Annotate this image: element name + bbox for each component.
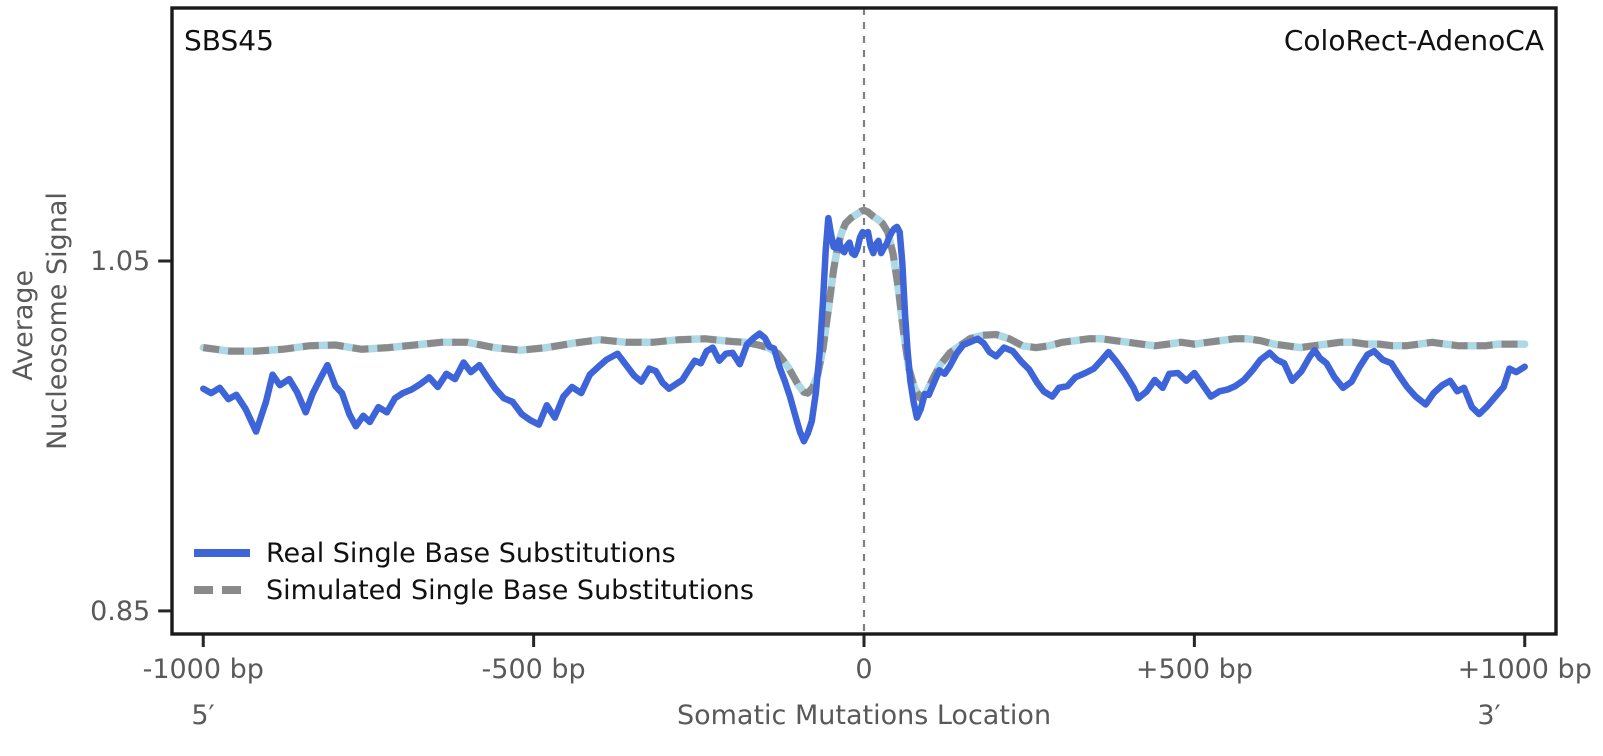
x-tick-label: +500 bp <box>1136 654 1253 685</box>
x-tick-label: -500 bp <box>482 654 586 685</box>
signature-label: SBS45 <box>184 24 274 57</box>
y-tick-label: 1.05 <box>90 246 150 277</box>
three-prime-label: 3′ <box>1477 700 1500 731</box>
legend-real-label: Real Single Base Substitutions <box>266 538 676 569</box>
y-axis-title: Average Nucleosome Signal <box>8 192 73 450</box>
x-tick-label: 0 <box>855 654 872 685</box>
cancer-type-label: ColoRect-AdenoCA <box>1284 24 1544 57</box>
legend-simulated-label: Simulated Single Base Substitutions <box>266 575 754 606</box>
real-line <box>200 214 1528 445</box>
plot-frame <box>170 6 1558 636</box>
x-axis-title: Somatic Mutations Location <box>677 700 1051 731</box>
five-prime-label: 5′ <box>191 700 214 731</box>
x-axis: -1000 bp -500 bp 0 +500 bp +1000 bp <box>143 634 1592 685</box>
x-tick-label: -1000 bp <box>143 654 264 685</box>
y-tick-label: 0.85 <box>90 596 150 627</box>
y-axis-title-line1: Average <box>8 270 39 381</box>
y-axis-title-line2: Nucleosome Signal <box>42 192 73 450</box>
legend: Real Single Base Substitutions Simulated… <box>194 538 754 606</box>
y-axis: 1.05 0.85 <box>90 246 173 627</box>
series-layer <box>199 206 1529 445</box>
x-tick-label: +1000 bp <box>1458 654 1592 685</box>
